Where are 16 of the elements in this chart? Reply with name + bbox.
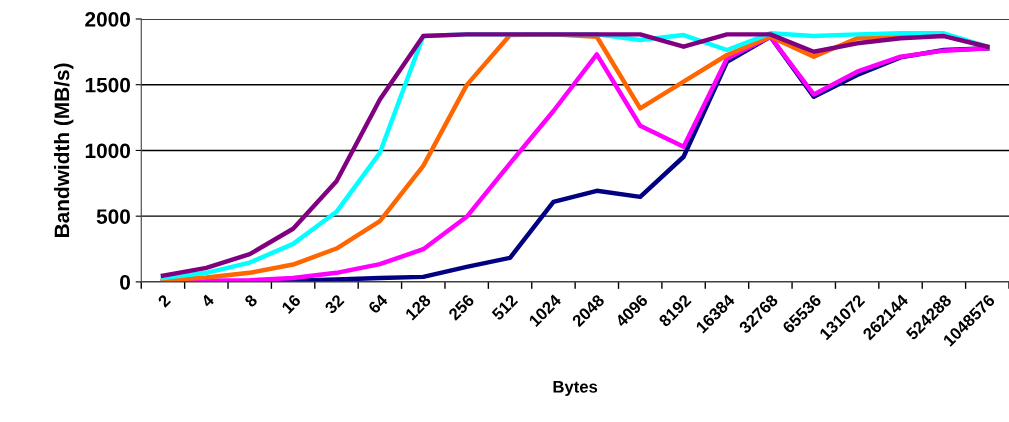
y-tick-label: 1000 (85, 143, 130, 159)
x-tick-label: 8 (243, 293, 259, 308)
y-tick-label: 1500 (85, 77, 130, 93)
y-tick-label: 0 (120, 274, 130, 290)
x-tick-label: 512 (491, 293, 519, 321)
x-tick-label: 256 (447, 293, 475, 321)
y-tick-label: 2000 (85, 11, 130, 27)
x-tick-label: 16 (281, 293, 302, 315)
y-axis-title: Bandwidth (MB/s) (53, 63, 74, 237)
x-tick-label: 128 (404, 293, 432, 321)
x-tick-label: 2 (157, 293, 172, 308)
y-tick-label: 500 (96, 209, 130, 224)
x-axis-title: Bytes (553, 381, 598, 396)
x-tick-label: 4 (200, 293, 215, 308)
x-tick-label: 32 (323, 293, 345, 315)
x-tick-label: 64 (367, 293, 389, 315)
